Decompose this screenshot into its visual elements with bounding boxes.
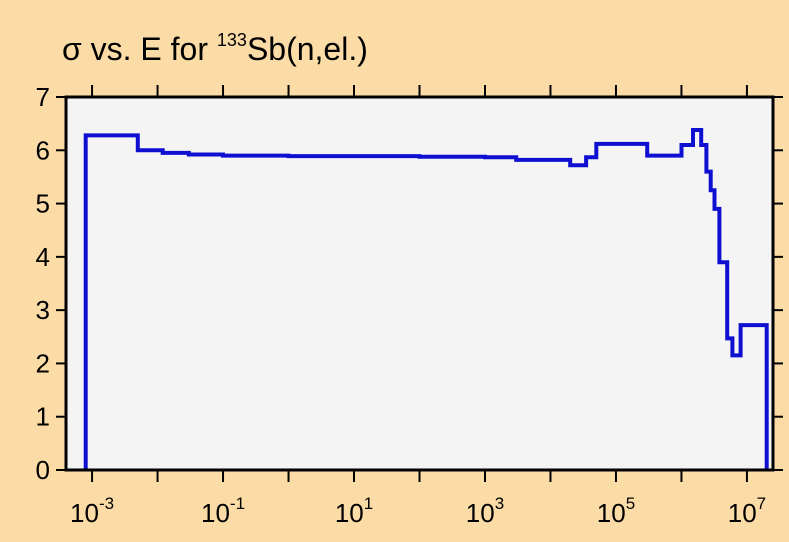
y-tick-label: 1	[36, 402, 50, 432]
x-tick-label: 10-1	[201, 494, 245, 528]
y-tick-label: 6	[36, 135, 50, 165]
chart-title: σ vs. E for 133Sb(n,el.)	[62, 30, 368, 67]
y-tick-label: 5	[36, 189, 50, 219]
series-line-0	[83, 128, 769, 470]
title-text: vs. E for	[82, 31, 217, 67]
y-tick-label: 0	[36, 455, 50, 485]
y-tick-label: 4	[36, 242, 50, 272]
y-tick-label: 3	[36, 295, 50, 325]
x-tick-label: 103	[466, 494, 504, 528]
x-tick-label: 105	[597, 494, 635, 528]
x-tick-label: 107	[728, 494, 766, 528]
title-element: Sb(n,el.)	[247, 31, 368, 67]
plot-area	[66, 97, 773, 470]
y-tick-label: 7	[36, 82, 50, 112]
x-tick-label: 10-3	[70, 494, 114, 528]
y-tick-label: 2	[36, 348, 50, 378]
x-tick-label: 101	[335, 494, 373, 528]
title-isotope-mass: 133	[217, 30, 247, 50]
title-sigma: σ	[62, 31, 82, 67]
